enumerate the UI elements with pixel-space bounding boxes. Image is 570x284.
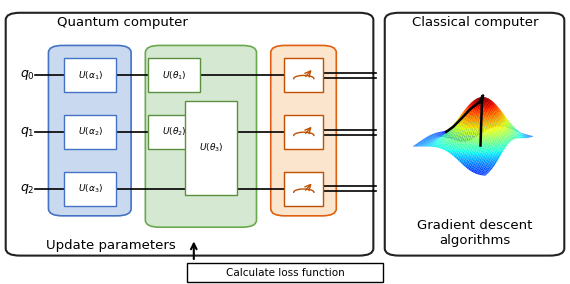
Text: Quantum computer: Quantum computer	[57, 16, 188, 29]
Text: $U(\theta_3)$: $U(\theta_3)$	[198, 141, 223, 154]
Text: Classical computer: Classical computer	[412, 16, 538, 29]
FancyBboxPatch shape	[148, 115, 200, 149]
FancyBboxPatch shape	[64, 172, 116, 206]
Text: Gradient descent
algorithms: Gradient descent algorithms	[417, 219, 532, 247]
FancyBboxPatch shape	[284, 58, 323, 92]
FancyBboxPatch shape	[148, 58, 200, 92]
Text: $q_1$: $q_1$	[20, 125, 35, 139]
FancyBboxPatch shape	[185, 101, 237, 195]
Text: $U(\theta_2)$: $U(\theta_2)$	[161, 126, 186, 138]
Text: Update parameters: Update parameters	[46, 239, 176, 252]
FancyBboxPatch shape	[64, 115, 116, 149]
FancyBboxPatch shape	[48, 45, 131, 216]
FancyBboxPatch shape	[64, 58, 116, 92]
Text: $U(\alpha_1)$: $U(\alpha_1)$	[78, 69, 103, 82]
Text: $q_2$: $q_2$	[20, 182, 35, 196]
FancyBboxPatch shape	[385, 13, 564, 256]
Text: $U(\alpha_3)$: $U(\alpha_3)$	[78, 183, 103, 195]
Text: $U(\alpha_2)$: $U(\alpha_2)$	[78, 126, 103, 138]
FancyBboxPatch shape	[284, 115, 323, 149]
FancyBboxPatch shape	[187, 263, 383, 282]
FancyBboxPatch shape	[6, 13, 373, 256]
FancyBboxPatch shape	[145, 45, 256, 227]
Text: $U(\theta_1)$: $U(\theta_1)$	[161, 69, 186, 82]
Text: $q_0$: $q_0$	[20, 68, 35, 82]
FancyBboxPatch shape	[284, 172, 323, 206]
FancyBboxPatch shape	[271, 45, 336, 216]
Text: Calculate loss function: Calculate loss function	[226, 268, 344, 278]
